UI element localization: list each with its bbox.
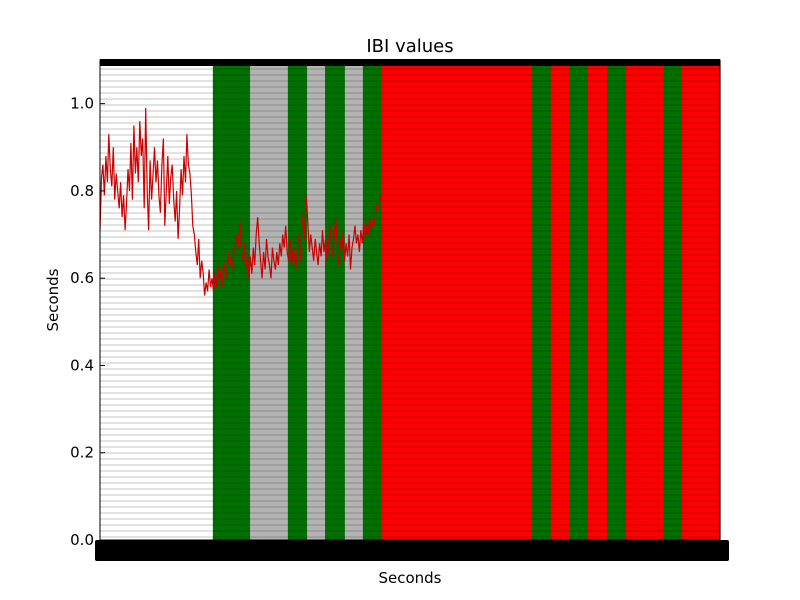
band-green-3 — [287, 60, 308, 540]
band-red-16 — [681, 60, 721, 540]
y-tick-label: 0.8 — [70, 182, 94, 200]
band-red-12 — [587, 60, 608, 540]
band-green-11 — [569, 60, 589, 540]
y-tick-label: 0.6 — [70, 269, 94, 287]
band-green-1 — [212, 60, 251, 540]
y-tick-label: 0.0 — [70, 531, 94, 549]
band-gray-2 — [250, 60, 289, 540]
band-gray-4 — [307, 60, 326, 540]
x-tick-strip — [95, 59, 729, 561]
band-gray-6 — [344, 60, 364, 540]
y-axis-ticks: 0.0 0.2 0.4 0.6 0.8 1.0 — [70, 95, 105, 549]
band-green-7 — [362, 60, 383, 540]
y-tick-label: 0.4 — [70, 356, 94, 374]
band-green-15 — [663, 60, 683, 540]
band-red-8 — [381, 60, 533, 540]
band-green-5 — [325, 60, 346, 540]
chart-title: IBI values — [366, 36, 453, 57]
ibi-series-line — [99, 107, 383, 296]
band-red-14 — [625, 60, 665, 540]
band-none-0 — [100, 60, 214, 540]
band-green-13 — [607, 60, 627, 540]
x-axis-label: Seconds — [378, 569, 441, 587]
top-tick-strip — [100, 59, 720, 66]
band-red-10 — [550, 60, 571, 540]
y-tick-label: 1.0 — [70, 95, 94, 113]
y-tick-label: 0.2 — [70, 444, 94, 462]
x-tick-label-strip — [95, 540, 729, 561]
band-green-9 — [532, 60, 552, 540]
background-bands — [100, 60, 721, 540]
y-axis-label: Seconds — [44, 268, 62, 331]
